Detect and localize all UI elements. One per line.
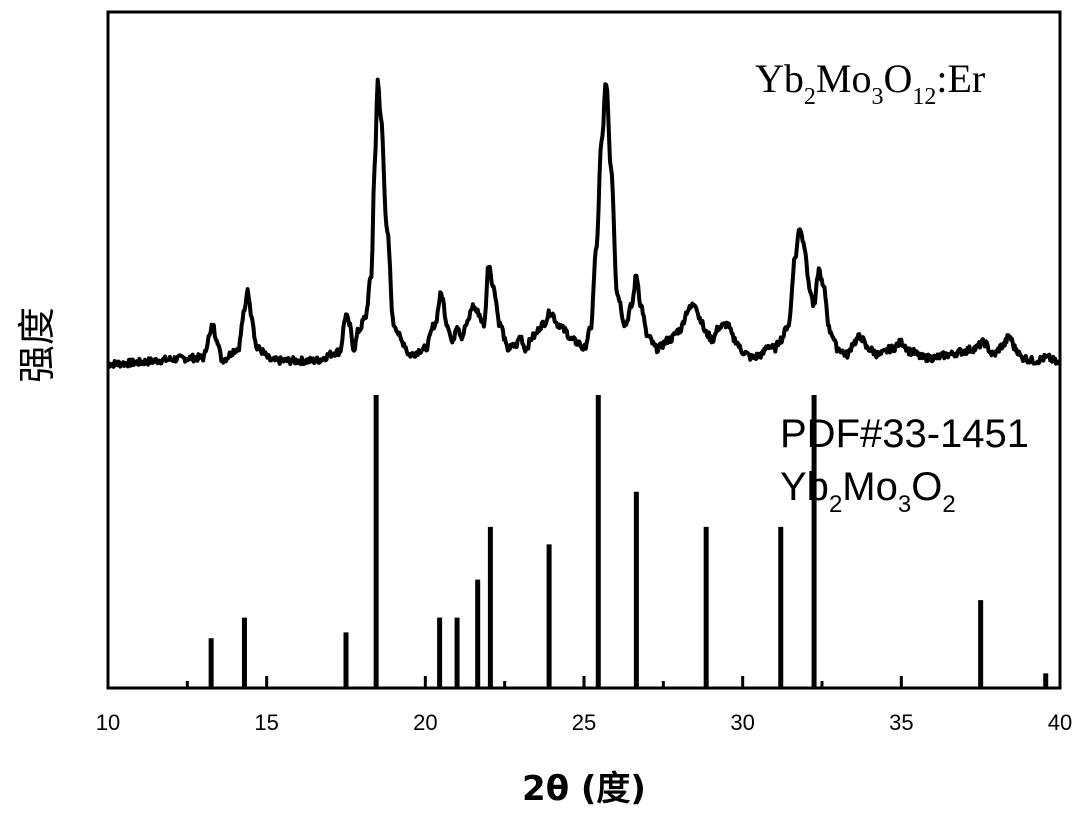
reference-code-label: PDF#33-1451	[780, 412, 1029, 456]
xrd-pattern-line	[106, 77, 1061, 369]
x-axis-tick-labels: 10 15 20 25 30 35 40	[96, 710, 1072, 735]
x-tick-label: 25	[572, 710, 596, 735]
x-tick-label: 15	[254, 710, 278, 735]
y-axis-label: 强度	[15, 307, 59, 383]
x-tick-label: 35	[889, 710, 913, 735]
x-tick-label: 10	[96, 710, 120, 735]
x-axis-ticks	[106, 676, 1062, 688]
x-tick-label: 30	[730, 710, 754, 735]
reference-sticks	[208, 395, 1049, 688]
reference-formula-label: Yb2Mo3O2	[780, 465, 956, 518]
x-axis-label: 2θ (度)	[522, 769, 646, 809]
x-tick-label: 20	[413, 710, 437, 735]
sample-label: Yb2Mo3O12:Er	[755, 56, 985, 110]
x-tick-label: 40	[1048, 710, 1072, 735]
